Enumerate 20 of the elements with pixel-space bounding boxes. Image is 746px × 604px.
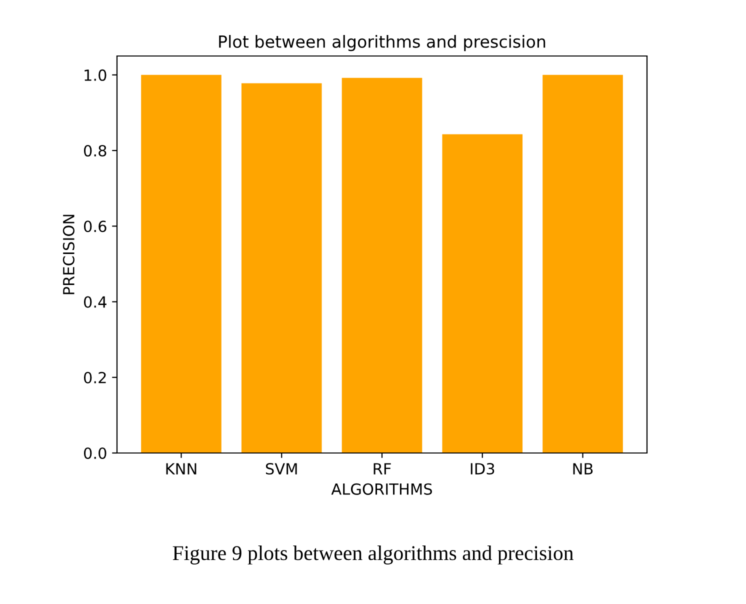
bar: [542, 74, 623, 453]
bar: [141, 74, 222, 453]
x-tick-label: NB: [573, 463, 593, 474]
y-tick-label: 0.2: [84, 372, 106, 384]
caption: Figure 9 plots between algorithms and precision: [172, 546, 574, 564]
y-tick-label: 0.6: [84, 220, 106, 232]
x-tick-label: ID3: [470, 462, 494, 475]
y-tick-label: 0.8: [84, 144, 106, 157]
y-tick-label: 0.4: [84, 296, 106, 308]
y-tick-label: 1.0: [84, 69, 106, 81]
y-tick-label: 0.0: [84, 447, 106, 460]
bar: [442, 134, 523, 453]
bar: [342, 78, 422, 453]
chart-title: Plot between algorithms and prescision: [219, 35, 546, 52]
x-tick-label: SVM: [266, 462, 297, 475]
bar: [241, 83, 322, 453]
y-axis-title: PRECISION: [62, 214, 74, 294]
x-tick-label: KNN: [166, 463, 196, 474]
x-axis-title: ALGORITHMS: [331, 483, 432, 495]
x-tick-label: RF: [374, 463, 391, 474]
